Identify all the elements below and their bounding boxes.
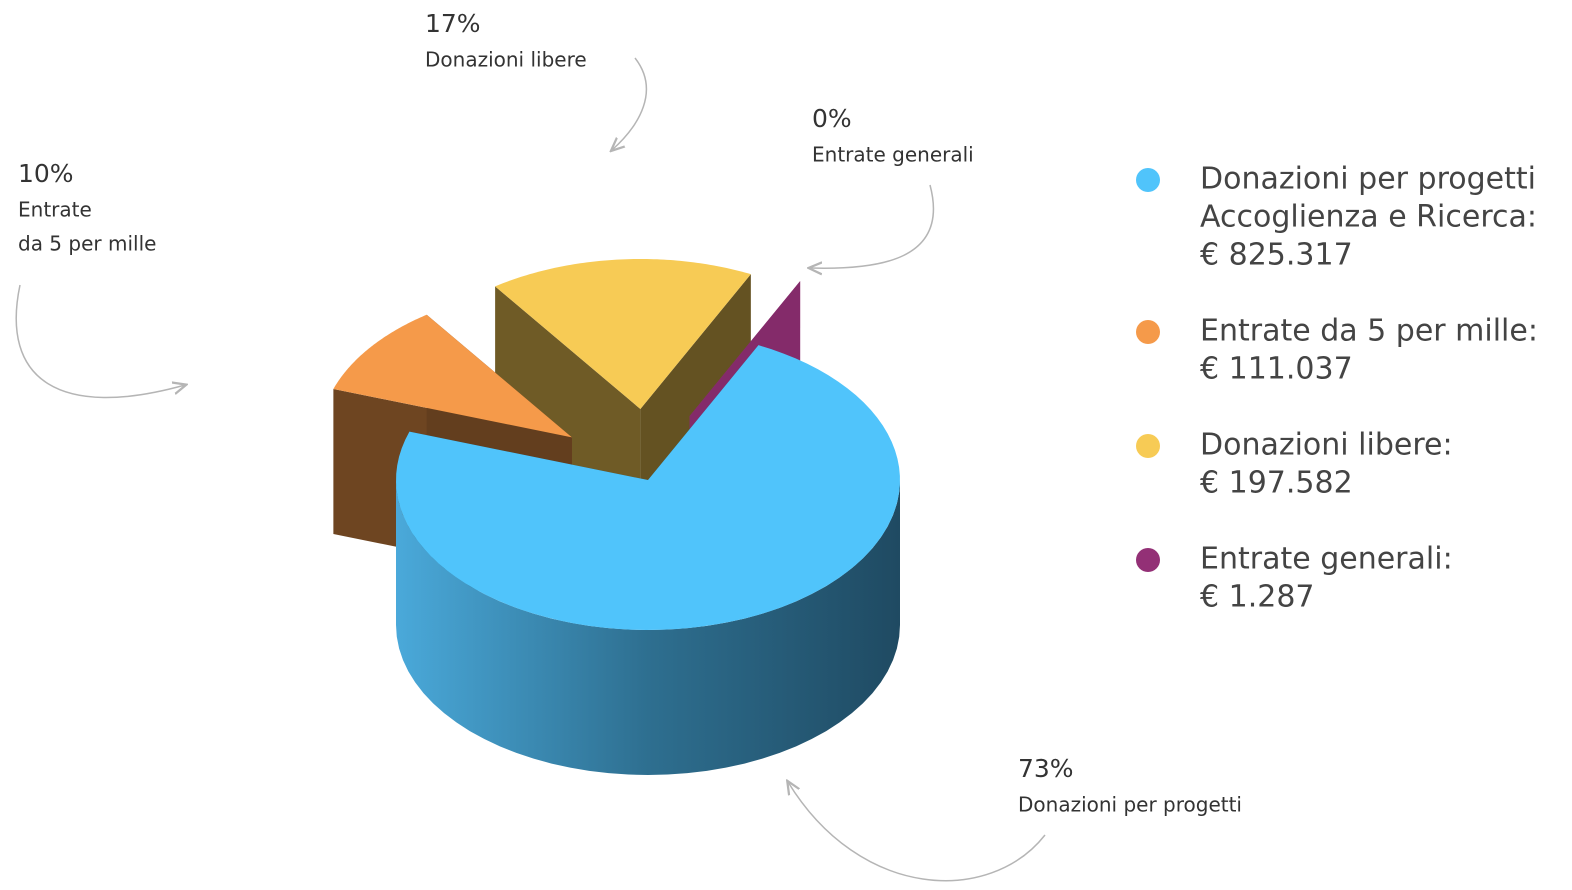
legend-label: Donazioni per progetti bbox=[1200, 162, 1536, 197]
legend-marker bbox=[1136, 434, 1160, 458]
arrows bbox=[15, 57, 1046, 882]
pie bbox=[333, 258, 900, 775]
legend-label: Entrate da 5 per mille: bbox=[1200, 314, 1538, 349]
annotations: 73% Donazioni per progetti 10% Entrate da 5 … bbox=[18, 9, 1242, 817]
category-label: Donazioni libere bbox=[425, 48, 587, 72]
slice-top bbox=[495, 258, 751, 409]
legend-amount: € 1.287 bbox=[1200, 580, 1315, 615]
slice bbox=[396, 345, 900, 775]
category-label: Donazioni per progetti bbox=[1018, 793, 1242, 817]
slice-top bbox=[396, 345, 900, 630]
value-label: 73% bbox=[1018, 754, 1074, 783]
slice-top bbox=[333, 314, 572, 438]
value-label: 10% bbox=[18, 159, 74, 188]
category-label: Entrate generali bbox=[812, 143, 974, 167]
arrow bbox=[810, 184, 935, 268]
legend-marker bbox=[1136, 320, 1160, 344]
value-label: 0% bbox=[812, 104, 852, 133]
legend-amount: € 197.582 bbox=[1200, 466, 1353, 501]
category-label: Entrate bbox=[18, 198, 92, 222]
arrow bbox=[788, 782, 1046, 882]
slice-wall bbox=[396, 480, 900, 775]
legend-marker bbox=[1136, 548, 1160, 572]
legend-marker bbox=[1136, 168, 1160, 192]
legend-label: Donazioni libere: bbox=[1200, 428, 1453, 463]
legend-amount: € 111.037 bbox=[1200, 352, 1353, 387]
legend-label: Entrate generali: bbox=[1200, 542, 1453, 577]
legend-label: Accoglienza e Ricerca: bbox=[1200, 200, 1537, 235]
arrow bbox=[15, 284, 185, 399]
value-label: 17% bbox=[425, 9, 481, 38]
category-label: da 5 per mille bbox=[18, 232, 156, 256]
legend-amount: € 825.317 bbox=[1200, 238, 1353, 273]
arrow bbox=[612, 57, 647, 150]
